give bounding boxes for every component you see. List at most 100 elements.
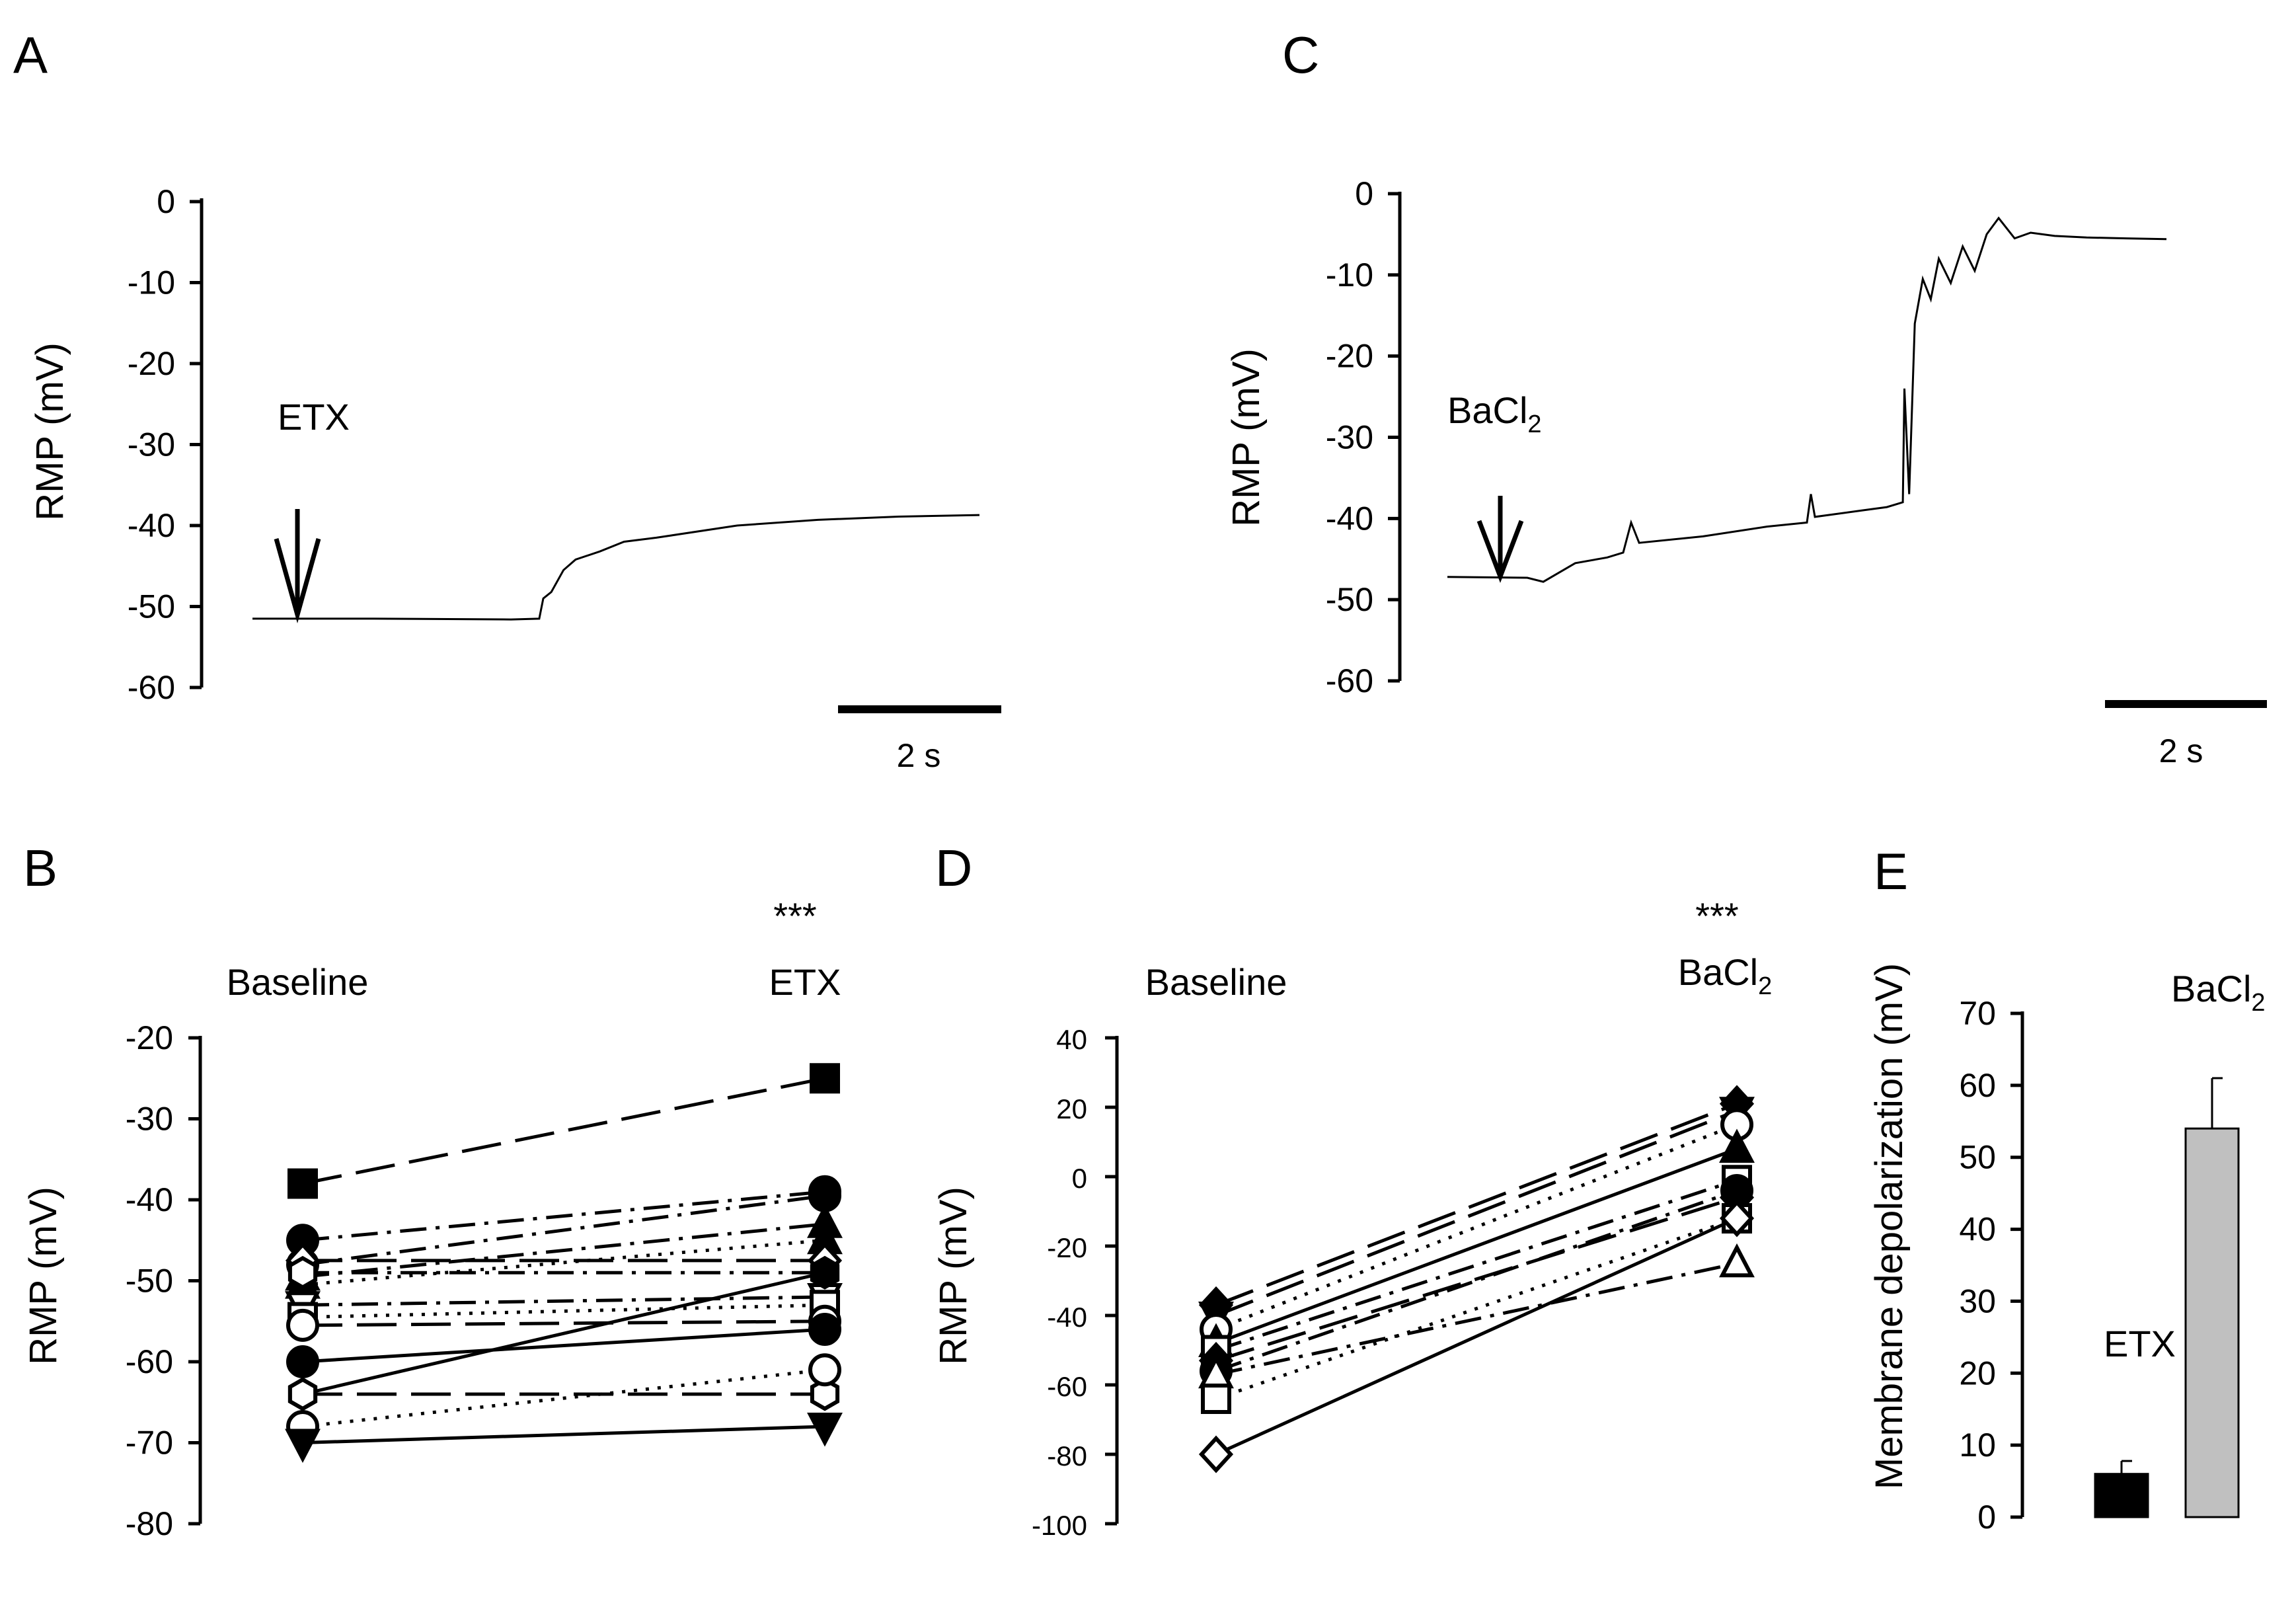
panel-b-yaxis: -20 -30 -40 -50 -60 -70 -80 [126, 1019, 200, 1542]
panel-b-series-line [302, 1327, 825, 1364]
panel-b-point-treated [808, 1313, 841, 1346]
panel-b-point-baseline [285, 1429, 321, 1463]
panel-d-point-baseline [1198, 1435, 1234, 1473]
panel-a-arrow [274, 509, 321, 624]
panel-e-ytick-label: 30 [1959, 1282, 1996, 1319]
panel-a-ytick-label: 0 [157, 183, 175, 220]
panel-a-ytick-label: -20 [128, 345, 175, 382]
panel-label-a: A [13, 26, 48, 84]
panel-d-ytick-label: 40 [1056, 1024, 1087, 1055]
panel-e-ytick-label: 70 [1959, 995, 1996, 1032]
panel-b-ytick-label: -40 [126, 1181, 173, 1218]
panel-a-ytick-label: -60 [128, 669, 175, 706]
panel-b-point-treated [810, 1255, 840, 1290]
panel-d-series-line [1215, 1216, 1738, 1401]
panel-d-ylabel: RMP (mV) [932, 1187, 975, 1365]
panel-c: C RMP (mV) 0 -10 -20 -30 -40 -50 -60 BaCl2 2 s [1225, 26, 2267, 769]
panel-c-drug-label: BaCl2 [1447, 389, 1542, 438]
panel-b-series-line [302, 1238, 825, 1287]
panel-b-series-line [302, 1295, 825, 1307]
panel-b-point-treated [808, 1353, 841, 1387]
panel-d-ytick-label: -80 [1047, 1440, 1087, 1471]
panel-d: D RMP (mV) 40 20 0 -20 -40 -60 -80 -100 Baselin… [932, 839, 1772, 1541]
panel-d-ytick-label: -40 [1047, 1302, 1087, 1333]
panel-b-significance: *** [773, 895, 816, 937]
panel-c-ytick-label: -40 [1326, 500, 1373, 537]
panel-b-point-baseline [287, 1377, 318, 1411]
panel-b-series-line [302, 1271, 825, 1396]
panel-b-series-line [302, 1076, 825, 1185]
panel-c-ylabel: RMP (mV) [1225, 348, 1268, 527]
panel-b-point-treated [810, 1377, 840, 1411]
panel-c-ytick-label: -10 [1326, 256, 1373, 294]
panel-b-ytick-label: -60 [126, 1343, 173, 1380]
panel-c-yaxis: 0 -10 -20 -30 -40 -50 -60 [1326, 175, 1400, 699]
panel-d-series-line [1215, 1196, 1738, 1362]
panel-c-drug-label-sub: 2 [1527, 411, 1541, 438]
panel-d-category-bacl2: BaCl2 [1678, 951, 1773, 1000]
panel-e-yaxis: 70 60 50 40 30 20 10 0 [1959, 995, 2022, 1536]
panel-e-ytick-label: 40 [1959, 1211, 1996, 1248]
panel-e-ytick-label: 10 [1959, 1427, 1996, 1464]
panel-b-series-line [302, 1319, 825, 1327]
panel-b-category-baseline: Baseline [227, 961, 369, 1003]
panel-e-ylabel: Membrane depolarization (mV) [1868, 963, 1911, 1489]
panel-c-ytick-label: -30 [1326, 419, 1373, 456]
panel-e-ytick-label: 50 [1959, 1139, 1996, 1176]
panel-d-series-line [1215, 1189, 1738, 1373]
panel-b-ytick-label: -20 [126, 1019, 173, 1056]
panel-d-series-line [1215, 1109, 1738, 1317]
panel-d-series-line [1215, 1122, 1738, 1331]
panel-a-yaxis: 0 -10 -20 -30 -40 -50 -60 [128, 183, 202, 706]
panel-d-significance: *** [1695, 895, 1738, 937]
panel-c-ytick-label: -60 [1326, 662, 1373, 699]
panel-c-arrow [1476, 496, 1524, 583]
panel-d-category-baseline: Baseline [1145, 961, 1287, 1003]
panel-d-point-baseline [1201, 1384, 1231, 1414]
panel-d-category-bacl2-main: BaCl [1678, 951, 1758, 993]
panel-e-category-bacl2: BaCl2 [2171, 968, 2266, 1017]
panel-d-series-line [1215, 1102, 1738, 1307]
panel-e-ytick-label: 0 [1977, 1499, 1996, 1536]
panel-b-point-treated [810, 1063, 840, 1094]
panel-b-ytick-label: -70 [126, 1425, 173, 1462]
panel-d-category-bacl2-sub: 2 [1758, 972, 1772, 1000]
panel-e-category-bacl2-sub: 2 [2251, 989, 2265, 1017]
panel-a-ylabel: RMP (mV) [28, 342, 71, 521]
panel-b-point-baseline [287, 1168, 318, 1199]
panel-b-ytick-label: -80 [126, 1505, 173, 1542]
panel-d-series-line [1215, 1261, 1738, 1376]
panel-b-ytick-label: -50 [126, 1263, 173, 1300]
panel-a-ytick-label: -50 [128, 588, 175, 625]
panel-b-point-baseline [286, 1308, 319, 1342]
panel-b-series-line [302, 1194, 825, 1267]
panel-a-scalebar-label: 2 s [897, 737, 941, 774]
panel-d-series-line [1215, 1216, 1738, 1456]
panel-label-d: D [935, 839, 972, 897]
panel-label-b: B [23, 839, 57, 897]
panel-e-ytick-label: 20 [1959, 1354, 1996, 1391]
panel-d-ytick-label: -20 [1047, 1232, 1087, 1263]
panel-a-ytick-label: -10 [128, 264, 175, 301]
panel-c-trace [1447, 216, 2167, 583]
panel-d-series-line [1215, 1178, 1738, 1352]
panel-a: A RMP (mV) 0 -10 -20 -30 -40 -50 -60 ETX 2 s [13, 26, 1001, 774]
panel-b-point-baseline [287, 1255, 318, 1290]
panel-b-series [285, 1063, 843, 1463]
panel-b-point-treated [807, 1413, 843, 1447]
panel-b-ytick-label: -30 [126, 1101, 173, 1138]
panel-b: B RMP (mV) -20 -30 -40 -50 -60 -70 -80 Baselin… [22, 839, 843, 1542]
panel-e-bar [2184, 1127, 2240, 1518]
panel-d-ytick-label: 0 [1072, 1163, 1087, 1194]
panel-b-point-baseline [286, 1345, 319, 1378]
panel-c-ytick-label: -20 [1326, 338, 1373, 375]
panel-e-category-bacl2-main: BaCl [2171, 968, 2251, 1009]
panel-d-ytick-label: -100 [1032, 1510, 1087, 1541]
panel-label-c: C [1282, 26, 1319, 84]
panel-b-series-line [302, 1222, 825, 1278]
panel-e: E Membrane depolarization (mV) 70 60 50 40 3… [1868, 842, 2266, 1536]
panel-e-bar [2094, 1473, 2149, 1518]
panel-e-ytick-label: 60 [1959, 1067, 1996, 1104]
panel-label-e: E [1874, 842, 1908, 900]
